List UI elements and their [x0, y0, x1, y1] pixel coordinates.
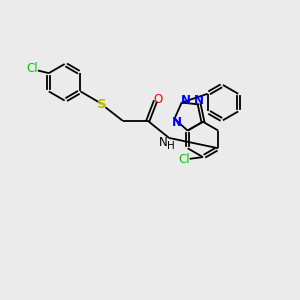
Text: Cl: Cl [27, 62, 38, 75]
Text: N: N [172, 116, 182, 129]
Text: N: N [159, 136, 168, 149]
Text: H: H [167, 141, 174, 151]
Text: Cl: Cl [178, 153, 190, 166]
Text: N: N [181, 94, 191, 107]
Text: O: O [153, 93, 162, 106]
Text: S: S [98, 98, 107, 111]
Text: N: N [194, 94, 204, 107]
